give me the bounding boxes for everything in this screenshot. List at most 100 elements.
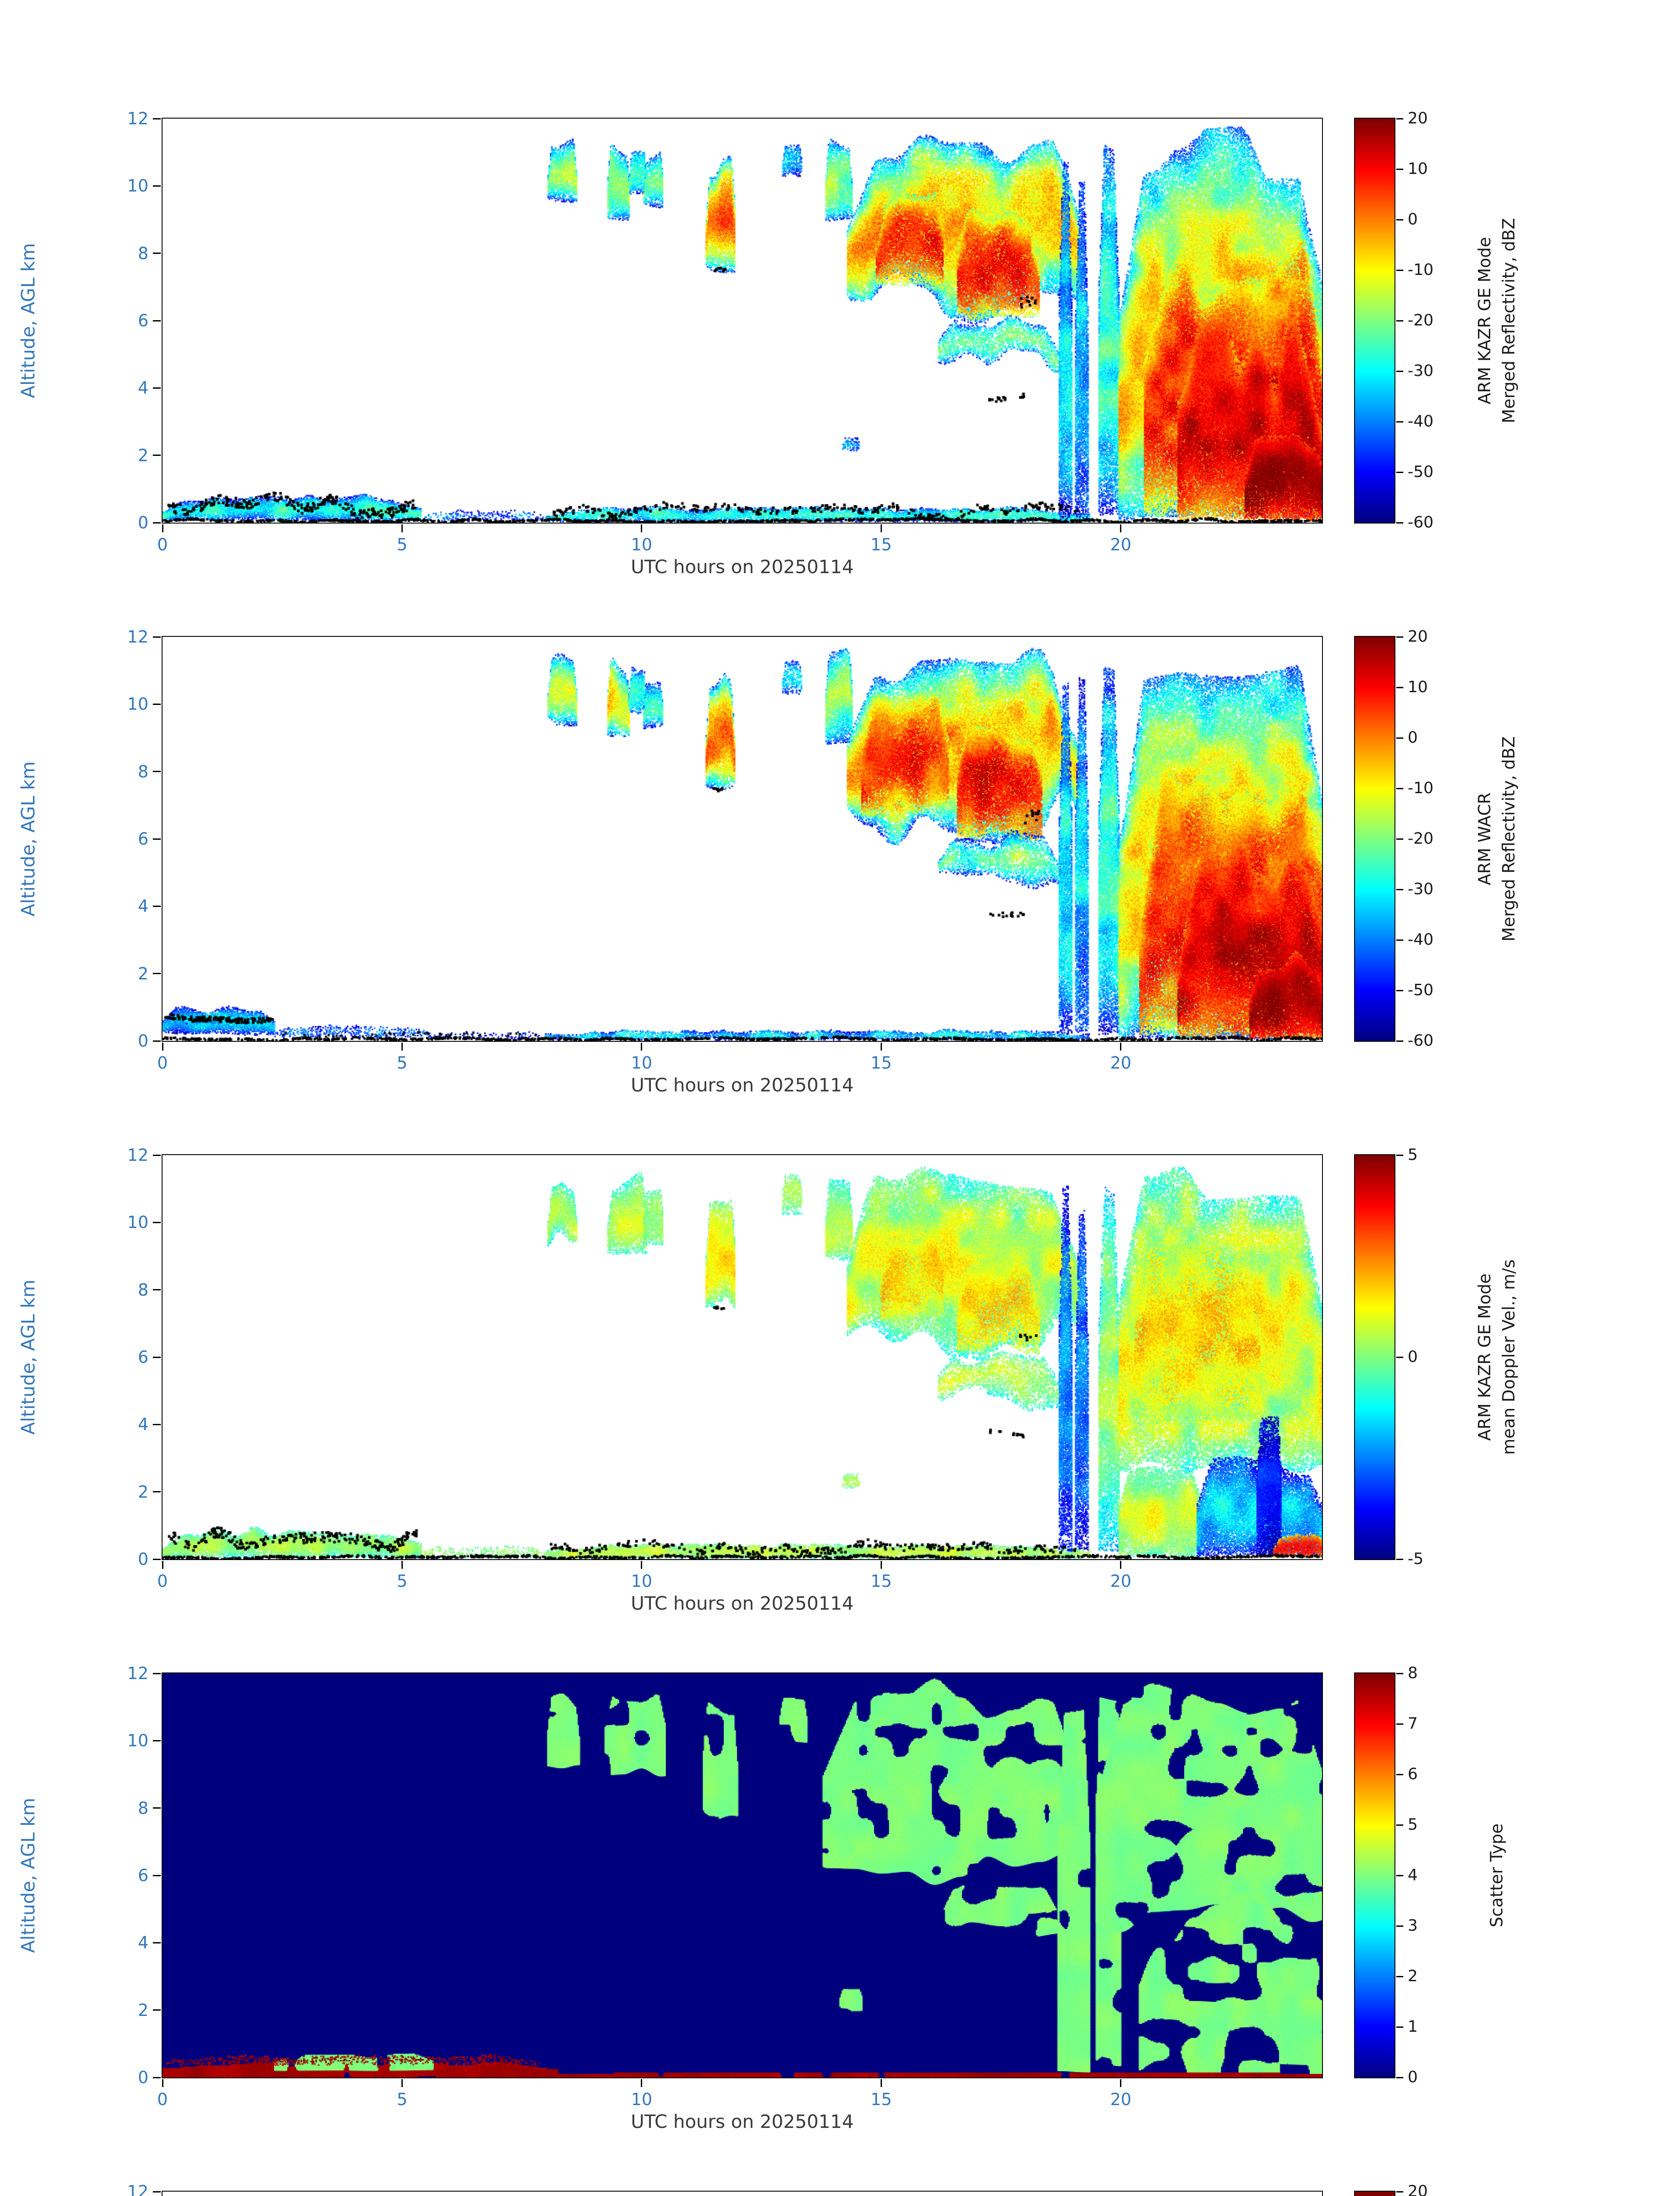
colorbar-tick-label: 20 (1408, 2182, 1428, 2196)
colorbar-tick-label: 8 (1408, 1664, 1418, 1682)
y-tick-mark (153, 1221, 161, 1223)
colorbar-tick-mark (1396, 118, 1403, 119)
colorbar-tick-label: 0 (1408, 729, 1418, 747)
x-tick-mark (880, 1561, 882, 1569)
y-tick-label: 0 (137, 2068, 148, 2087)
y-axis-label-text: Altitude, AGL km (17, 1279, 39, 1435)
y-tick-mark (153, 1807, 161, 1809)
x-tick-label: 15 (871, 2090, 892, 2109)
colorbar-tick-label: -30 (1408, 880, 1434, 898)
colorbar-tick-label: 20 (1408, 628, 1428, 646)
y-tick-label: 4 (137, 1933, 148, 1953)
x-tick-label: 0 (157, 535, 168, 554)
radar-heatmap-canvas (163, 2192, 1322, 2196)
colorbar-tick-mark (1396, 1925, 1403, 1927)
x-tick-mark (401, 524, 403, 532)
colorbar-tick-mark (1396, 1040, 1403, 1042)
colorbar (1354, 2191, 1395, 2196)
x-tick-mark (1120, 1561, 1122, 1569)
y-tick-label: 0 (137, 513, 148, 532)
y-tick-mark (153, 185, 161, 187)
colorbar-tick-label: -40 (1408, 412, 1434, 430)
x-tick-mark (880, 524, 882, 532)
y-tick-label: 12 (127, 1664, 148, 1683)
y-tick-mark (153, 838, 161, 840)
x-tick-mark (401, 2079, 403, 2087)
colorbar-tick-label: -50 (1408, 981, 1434, 999)
y-tick-mark (153, 1672, 161, 1674)
colorbar-tick-mark (1396, 320, 1403, 321)
colorbar-tick-mark (1396, 370, 1403, 372)
colorbar-tick-mark (1396, 990, 1403, 991)
x-tick-mark (162, 2079, 163, 2087)
colorbar-tick-label: -20 (1408, 830, 1434, 848)
colorbar-tick-mark (1396, 1824, 1403, 1826)
y-tick-mark (153, 1558, 161, 1560)
x-tick-mark (880, 2079, 882, 2087)
y-tick-mark (153, 1289, 161, 1291)
colorbar (1354, 636, 1395, 1042)
colorbar-tick-label: 4 (1408, 1866, 1418, 1884)
y-tick-label: 8 (137, 762, 148, 781)
colorbar-tick-mark (1396, 787, 1403, 789)
x-axis-label: UTC hours on 20250114 (631, 556, 854, 578)
x-tick-mark (1120, 1043, 1122, 1051)
y-tick-label: 0 (137, 1549, 148, 1569)
radar-heatmap-canvas (163, 637, 1322, 1041)
plot-area (162, 118, 1323, 524)
y-tick-label: 4 (137, 896, 148, 916)
x-tick-mark (162, 1043, 163, 1051)
y-tick-label: 10 (127, 176, 148, 196)
y-tick-label: 4 (137, 1415, 148, 1434)
y-tick-mark (153, 1491, 161, 1493)
panel-kazr-ge-reflectivity: Altitude, AGL km UTC hours on 20250114 A… (0, 0, 1680, 578)
y-axis-label-text: Altitude, AGL km (17, 761, 39, 917)
y-tick-mark (153, 703, 161, 705)
x-tick-label: 10 (631, 535, 653, 554)
y-tick-mark (153, 455, 161, 456)
colorbar-tick-label: -20 (1408, 311, 1434, 329)
x-tick-label: 0 (157, 1571, 168, 1591)
colorbar-tick-mark (1396, 2026, 1403, 2028)
x-tick-mark (401, 1561, 403, 1569)
colorbar-tick-label: 0 (1408, 2068, 1418, 2086)
x-tick-mark (641, 2079, 643, 2087)
y-axis-label-text: Altitude, AGL km (17, 243, 39, 398)
y-tick-mark (153, 1875, 161, 1876)
x-tick-label: 10 (631, 1571, 653, 1591)
colorbar-tick-mark (1396, 636, 1403, 638)
y-tick-label: 2 (137, 1482, 148, 1502)
colorbar-tick-label: 5 (1408, 1816, 1418, 1834)
radar-heatmap-canvas (163, 1155, 1322, 1559)
y-tick-label: 8 (137, 1798, 148, 1818)
y-tick-mark (153, 2191, 161, 2192)
x-tick-label: 10 (631, 2090, 653, 2109)
colorbar-gradient-canvas (1355, 1155, 1395, 1559)
y-tick-mark (153, 771, 161, 773)
x-tick-label: 5 (397, 1053, 408, 1073)
plot-area (162, 1672, 1323, 2078)
colorbar-tick-mark (1396, 269, 1403, 271)
x-tick-label: 20 (1110, 535, 1131, 554)
y-tick-mark (153, 522, 161, 524)
colorbar-tick-mark (1396, 522, 1403, 524)
colorbar-tick-mark (1396, 2191, 1403, 2192)
y-tick-label: 10 (127, 1731, 148, 1751)
y-tick-label: 6 (137, 1866, 148, 1885)
x-tick-mark (401, 1043, 403, 1051)
y-tick-label: 2 (137, 445, 148, 465)
y-tick-label: 2 (137, 2000, 148, 2020)
y-tick-mark (153, 118, 161, 119)
x-tick-label: 10 (631, 1053, 653, 1073)
y-tick-mark (153, 1040, 161, 1042)
colorbar-tick-mark (1396, 2077, 1403, 2078)
y-tick-label: 8 (137, 1280, 148, 1300)
colorbar-tick-label: 0 (1408, 1348, 1418, 1366)
colorbar-tick-mark (1396, 686, 1403, 688)
colorbar (1354, 1154, 1395, 1560)
colorbar-tick-mark (1396, 168, 1403, 170)
x-tick-label: 15 (871, 1571, 892, 1591)
colorbar-tick-mark (1396, 1356, 1403, 1358)
y-tick-label: 12 (127, 109, 148, 128)
x-tick-mark (1120, 524, 1122, 532)
